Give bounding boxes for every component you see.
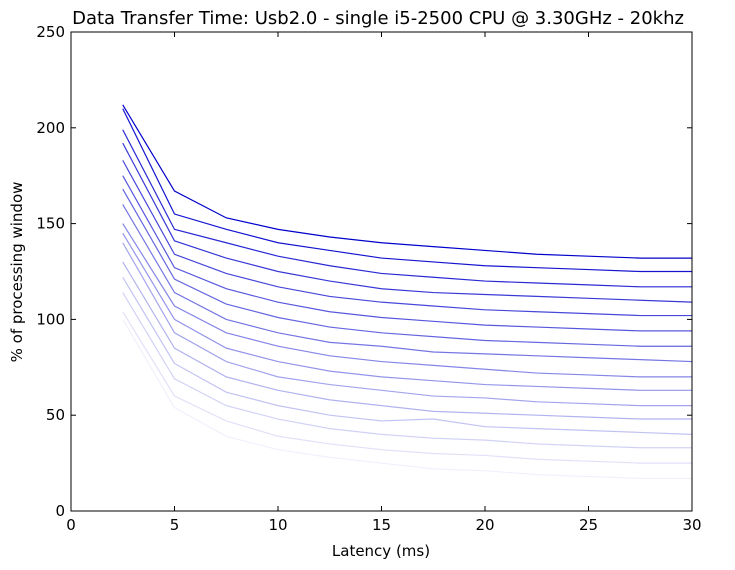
x-tick-label: 30 — [682, 516, 701, 534]
x-tick-label: 20 — [475, 516, 494, 534]
x-axis-label: Latency (ms) — [332, 542, 430, 560]
series-line-15 — [122, 108, 692, 273]
series-line-12 — [122, 160, 692, 317]
x-axis-ticks: 0 5 10 15 20 25 30 — [66, 32, 702, 534]
y-tick-label: 150 — [36, 215, 65, 233]
y-axis-label: % of processing window — [8, 182, 26, 363]
x-tick-label: 10 — [268, 516, 287, 534]
series-line-6 — [122, 242, 692, 407]
series-line-3 — [122, 292, 692, 449]
series-line-4 — [122, 276, 693, 435]
series-line-1 — [122, 319, 692, 480]
series-line-2 — [122, 311, 692, 464]
series-line-8 — [122, 223, 692, 378]
series-line-14 — [122, 129, 692, 288]
series-line-9 — [122, 204, 693, 363]
plot-area: 0 5 10 15 20 25 30 0 50 100 150 200 250 — [36, 23, 701, 534]
y-tick-label: 100 — [36, 310, 65, 328]
chart-title: Data Transfer Time: Usb2.0 - single i5-2… — [72, 8, 684, 29]
x-tick-label: 15 — [372, 516, 391, 534]
x-tick-label: 25 — [579, 516, 598, 534]
series-line-5 — [122, 261, 692, 420]
series-line-16 — [122, 104, 692, 259]
y-tick-label: 50 — [46, 406, 65, 424]
y-tick-label: 200 — [36, 119, 65, 137]
x-tick-label: 0 — [66, 516, 76, 534]
series-layer — [122, 104, 693, 480]
series-line-7 — [122, 232, 692, 391]
x-tick-label: 5 — [170, 516, 180, 534]
y-tick-label: 0 — [55, 502, 65, 520]
y-tick-label: 250 — [36, 23, 65, 41]
series-line-10 — [122, 188, 692, 347]
series-line-11 — [122, 175, 692, 332]
plot-frame — [70, 31, 693, 512]
series-line-13 — [122, 142, 693, 303]
y-axis-ticks: 0 50 100 150 200 250 — [36, 23, 692, 520]
